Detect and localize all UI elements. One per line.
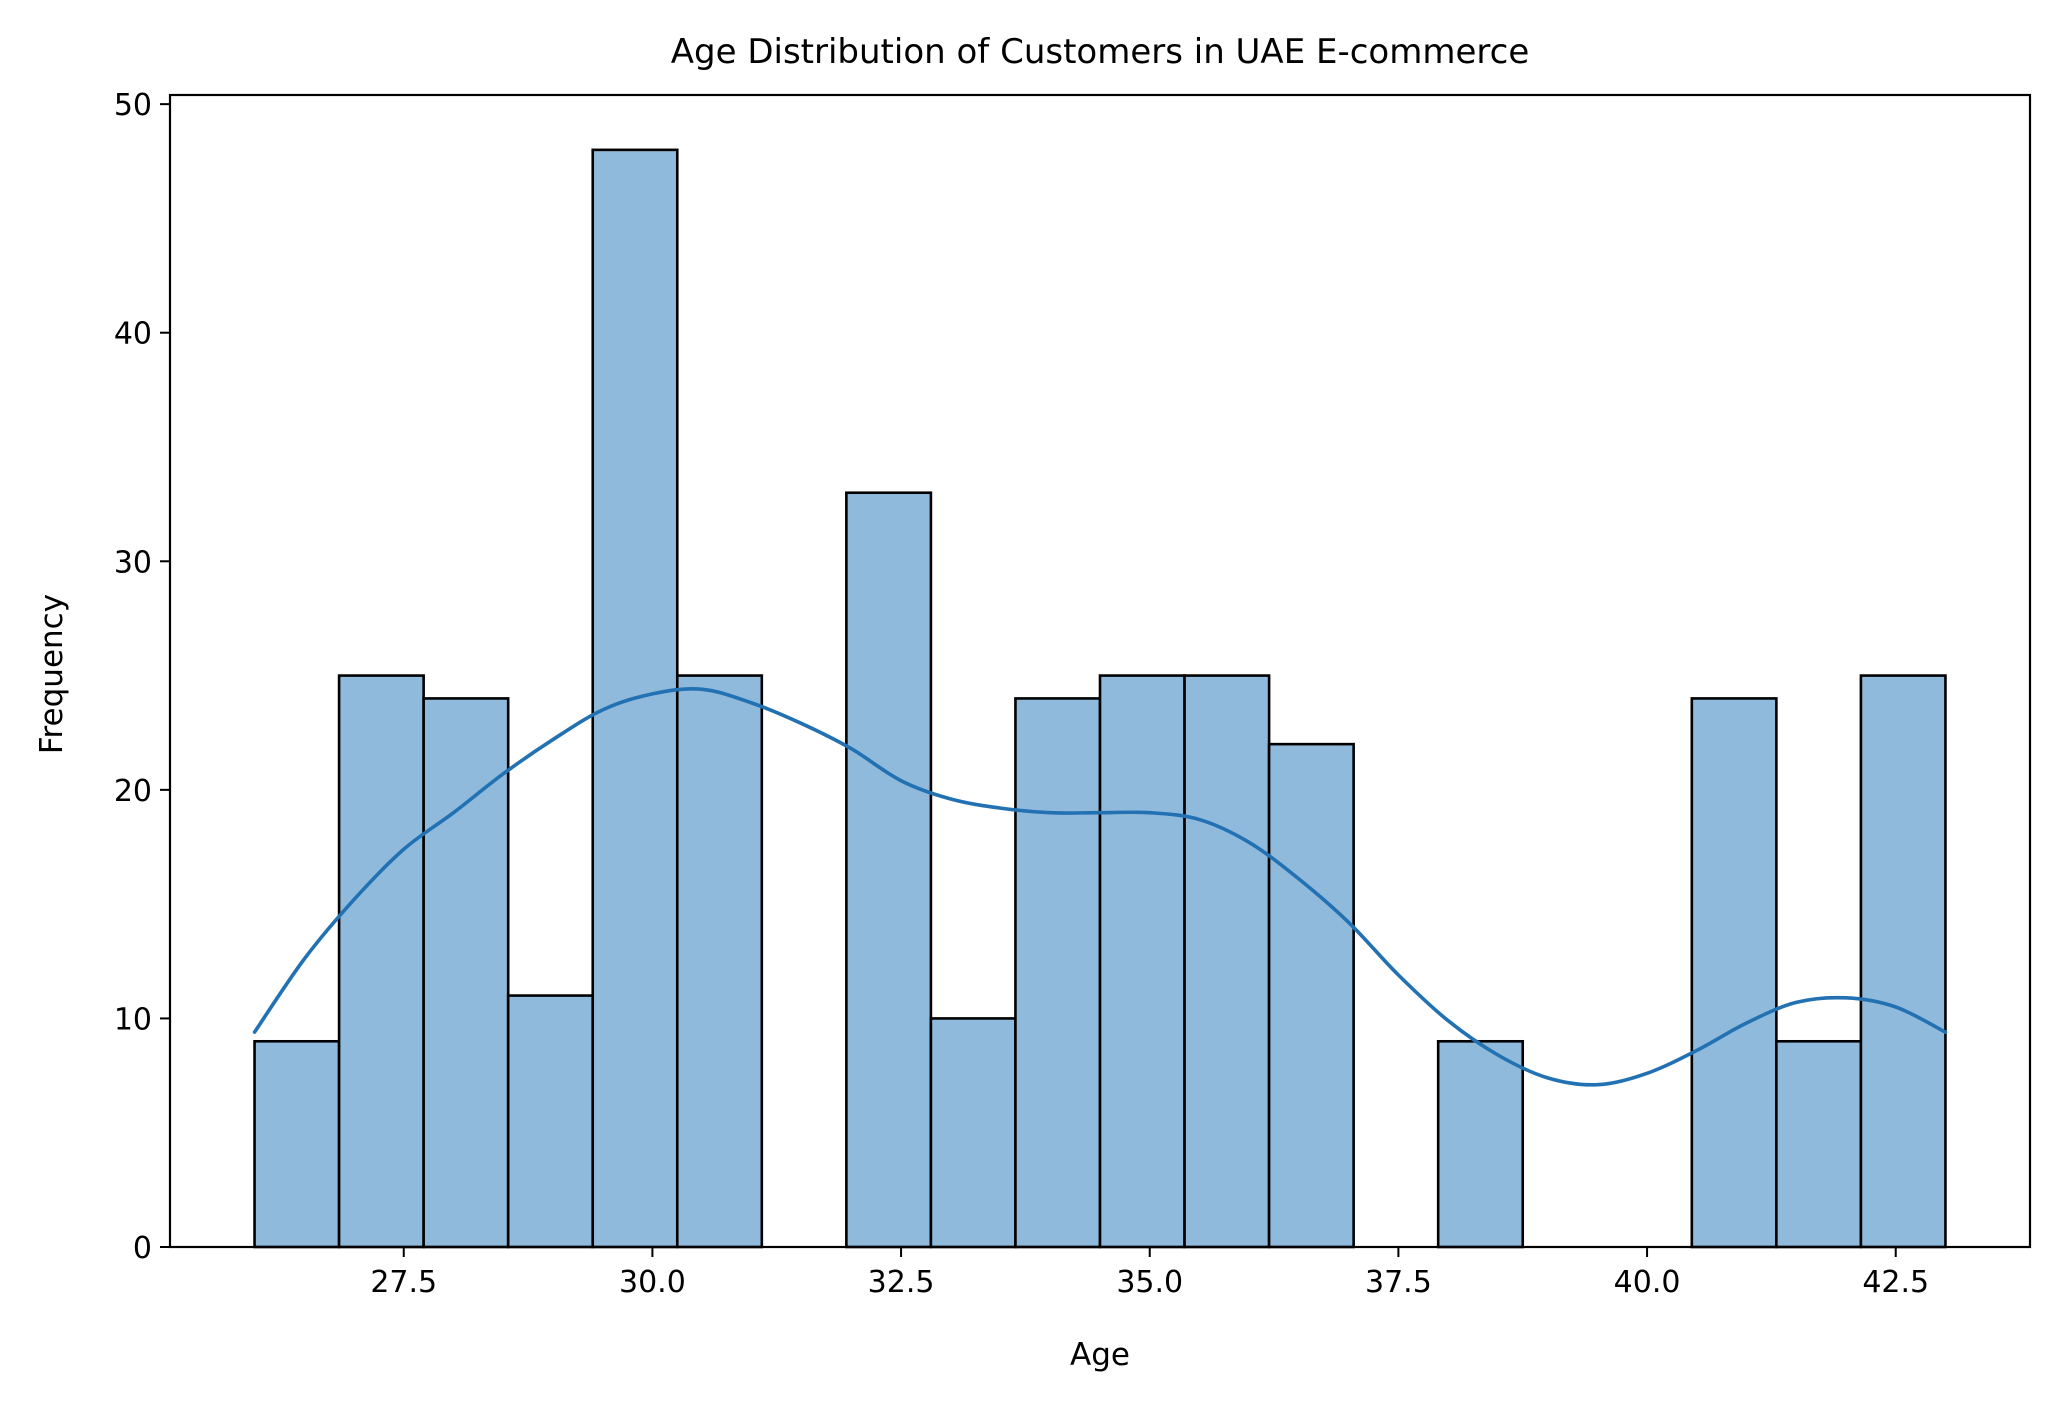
- histogram-bar: [845, 491, 933, 1249]
- y-tick-label: 50: [114, 88, 152, 123]
- x-tick-label: 27.5: [370, 1265, 437, 1300]
- x-tick-label: 37.5: [1365, 1265, 1432, 1300]
- chart-title: Age Distribution of Customers in UAE E-c…: [671, 32, 1529, 72]
- y-tick-label: 0: [133, 1231, 152, 1266]
- histogram-bar: [506, 994, 595, 1249]
- histogram-bar: [1690, 697, 1778, 1249]
- histogram-bar: [1014, 697, 1102, 1249]
- kde-line: [252, 687, 1948, 1087]
- histogram-bar: [1183, 674, 1271, 1249]
- y-tick-label: 20: [114, 774, 152, 809]
- x-tick-label: 35.0: [1116, 1265, 1183, 1300]
- x-axis-label: Age: [1070, 1337, 1130, 1373]
- histogram-bar: [253, 1039, 341, 1249]
- histogram-bar: [1267, 742, 1355, 1249]
- histogram-bars: [253, 148, 1947, 1249]
- y-axis-label: Frequency: [34, 594, 70, 754]
- histogram-bar: [1859, 674, 1947, 1249]
- axes-frame: [168, 93, 2032, 1249]
- histogram-bar: [337, 674, 425, 1249]
- histogram-bar: [675, 674, 764, 1249]
- x-tick-label: 30.0: [619, 1265, 686, 1300]
- y-tick-label: 10: [114, 1002, 152, 1037]
- histogram-bar: [422, 697, 510, 1249]
- x-tick-label: 40.0: [1614, 1265, 1681, 1300]
- x-axis-ticks: 27.5 30.0 32.5 35.0 37.5 40.0 42.5: [370, 1247, 1929, 1300]
- y-axis-ticks: 0 10 20 30 40 50: [114, 88, 170, 1266]
- x-tick-label: 42.5: [1862, 1265, 1929, 1300]
- y-tick-label: 30: [114, 545, 152, 580]
- x-tick-label: 32.5: [868, 1265, 935, 1300]
- y-tick-label: 40: [114, 317, 152, 352]
- histogram-bar: [929, 1017, 1017, 1249]
- histogram-bar: [1436, 1039, 1525, 1249]
- histogram-bar: [1775, 1039, 1863, 1249]
- histogram-bar: [1098, 674, 1186, 1249]
